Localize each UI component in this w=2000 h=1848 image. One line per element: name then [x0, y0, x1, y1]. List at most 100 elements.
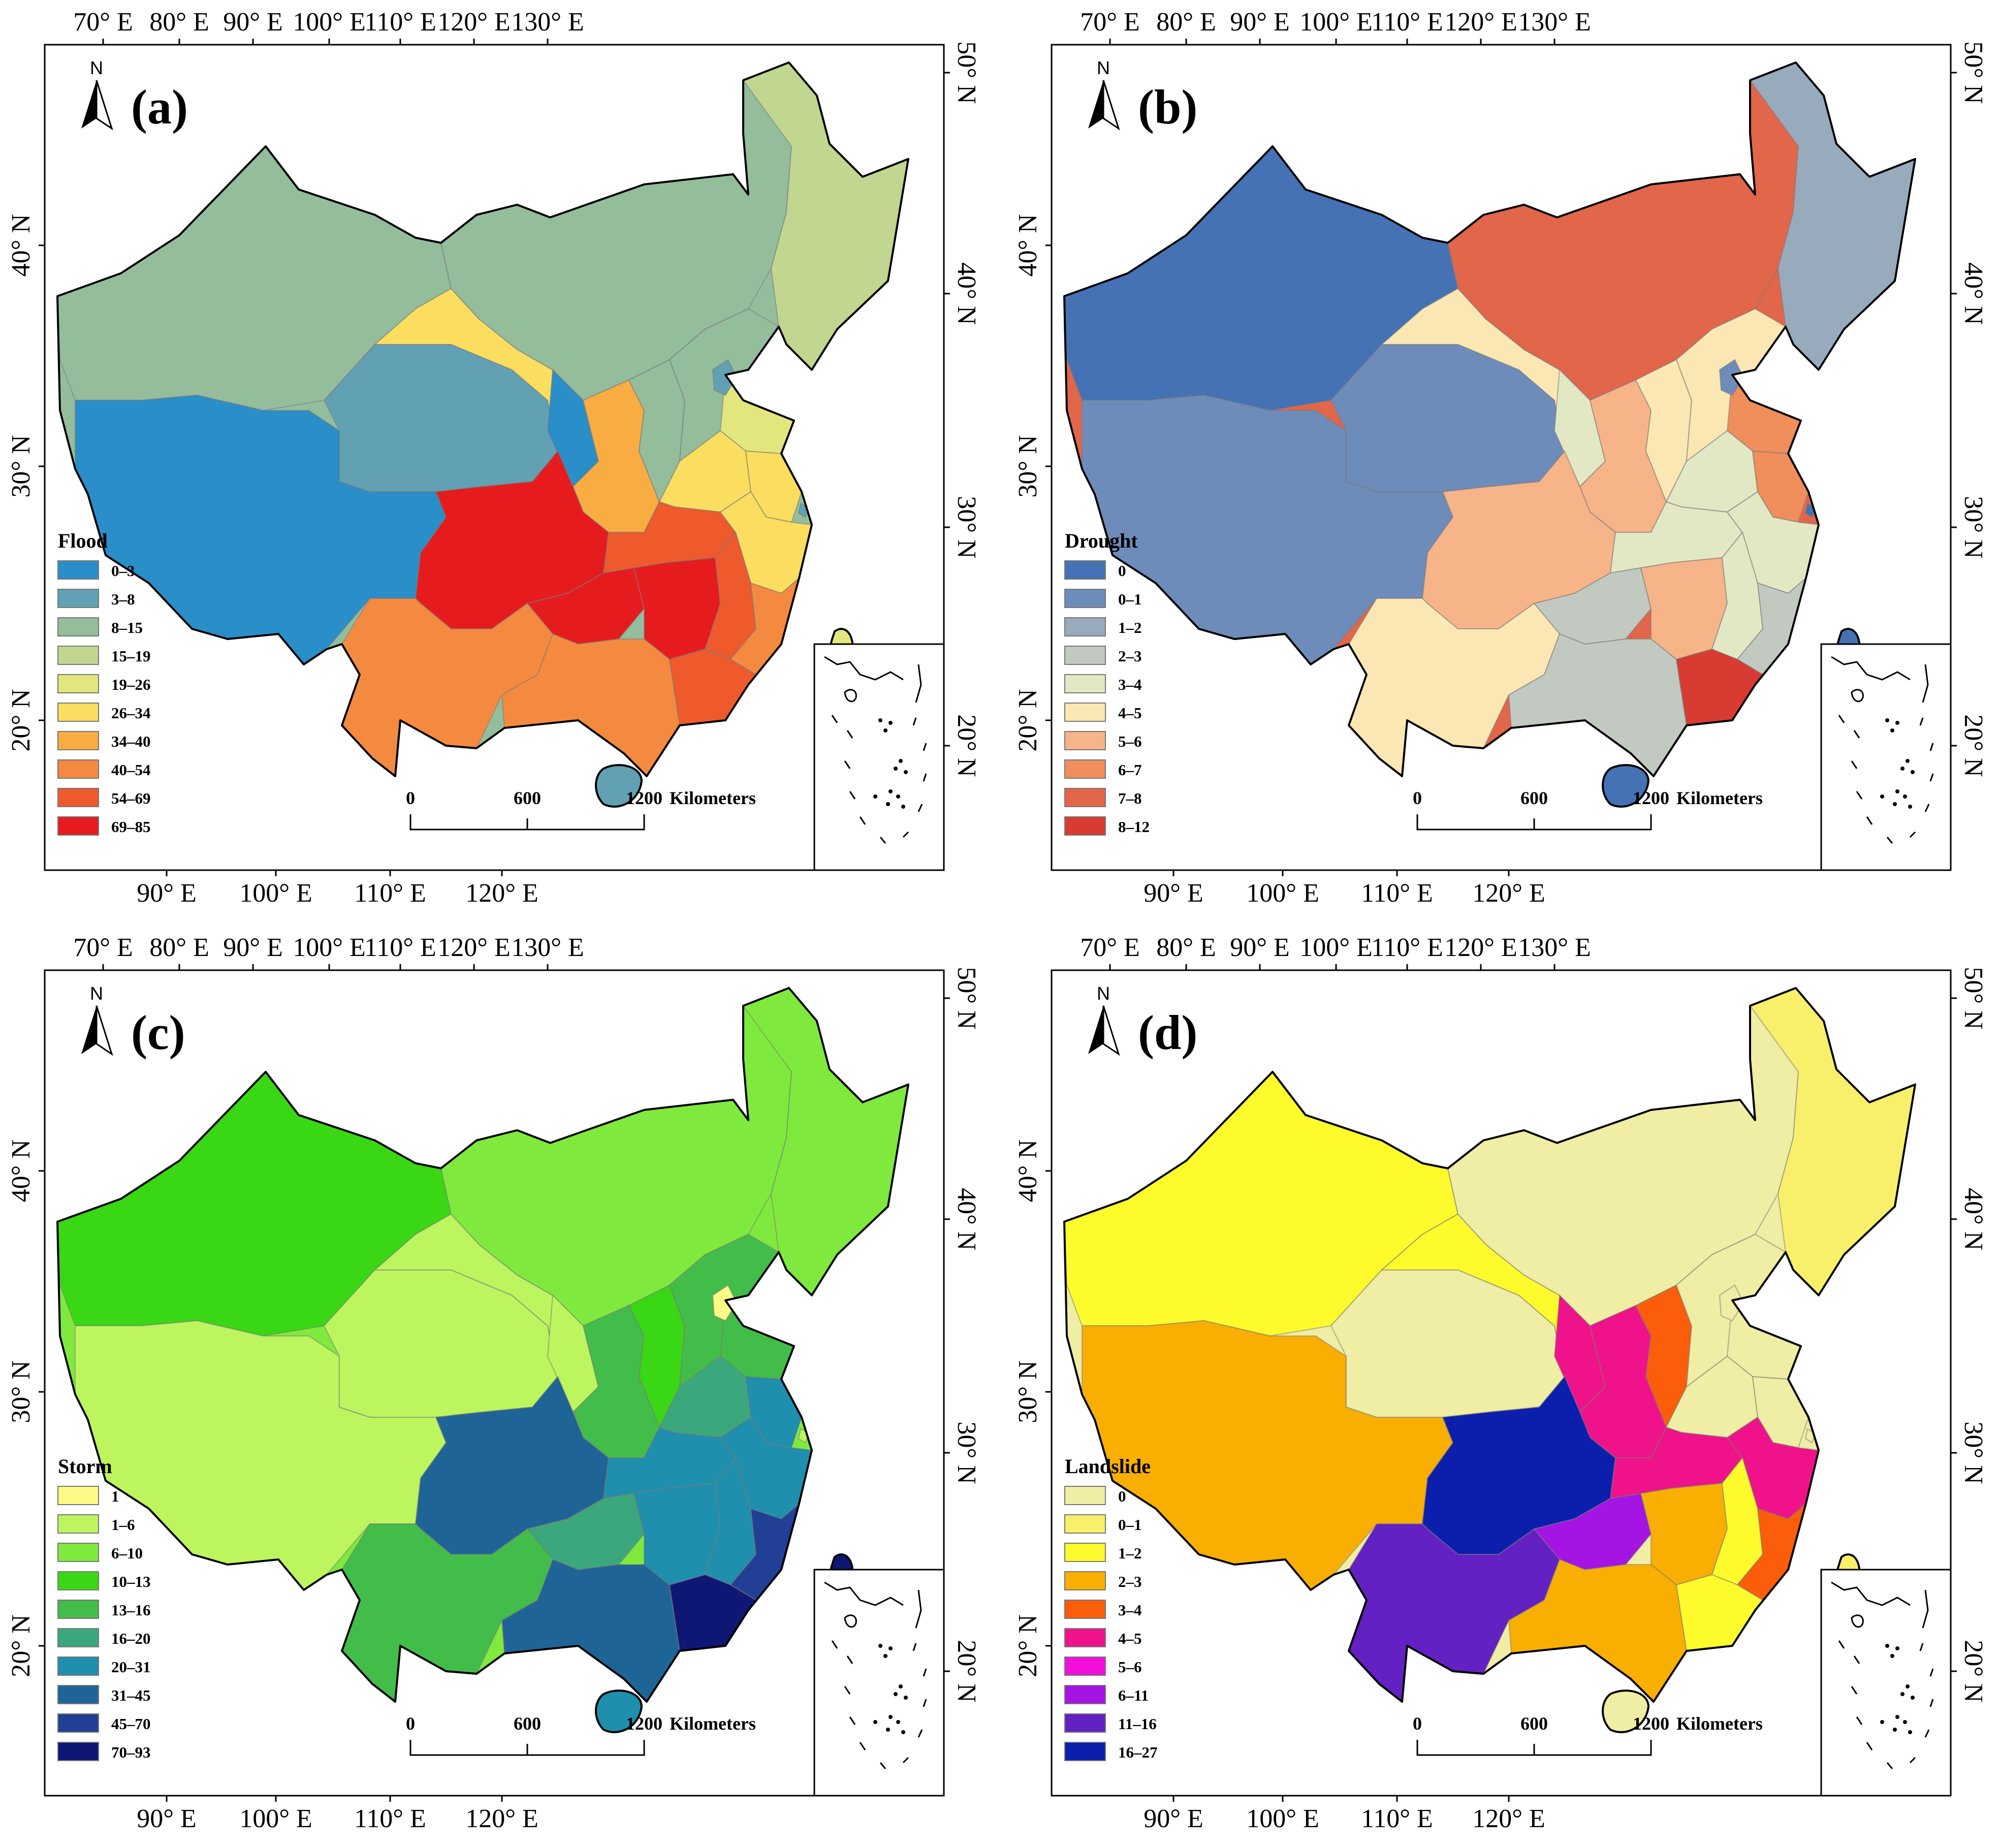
legend-label: 8–12: [1118, 818, 1150, 836]
legend-title: Flood: [58, 529, 108, 552]
legend-label: 0–3: [111, 562, 135, 580]
legend-swatch: [57, 646, 99, 665]
legend-swatch: [1064, 1628, 1106, 1647]
legend-swatch: [1064, 1742, 1106, 1761]
bottom-lon-label: 90° E: [1144, 879, 1203, 908]
bottom-lon-label: 120° E: [1472, 1804, 1545, 1833]
scale-label: 600: [514, 788, 541, 808]
south-china-sea-inset: [813, 1569, 945, 1797]
top-lon-label: 70° E: [1080, 8, 1140, 37]
region-guangxi: [1508, 1558, 1688, 1702]
legend-swatch: [57, 617, 99, 636]
bottom-lon-label: 110° E: [1361, 1804, 1433, 1833]
legend-label: 69–85: [111, 818, 151, 836]
legend-label: 4–5: [1118, 1630, 1142, 1647]
legend-swatch: [57, 1742, 99, 1761]
top-lon-label: 130° E: [1518, 933, 1591, 962]
top-lon-label: 120° E: [437, 8, 511, 37]
legend-swatch: [1064, 731, 1106, 750]
legend-swatch: [1064, 589, 1106, 608]
top-lon-label: 80° E: [1156, 8, 1216, 37]
top-lon-label: 70° E: [73, 8, 133, 37]
top-lon-label: 80° E: [1156, 933, 1216, 962]
right-lat-label: 50° N: [952, 41, 981, 104]
left-lat-label: 30° N: [1013, 435, 1042, 497]
legend-label: 10–13: [111, 1573, 151, 1590]
left-lat-label: 30° N: [7, 1360, 36, 1423]
left-lat-label: 20° N: [1013, 689, 1042, 751]
scale-label: 1200: [626, 1713, 662, 1734]
legend-swatch: [1064, 617, 1106, 636]
legend-swatch: [57, 1571, 99, 1590]
legend: Landslide 0 0–1 1–2 2–3 3–4 4–5 5–6 6–11 11–16 16–…: [1064, 1455, 1158, 1761]
region-layer: [57, 988, 908, 1702]
north-label: N: [1097, 983, 1110, 1004]
bottom-lon-label: 110° E: [1361, 879, 1433, 908]
legend-label: 54–69: [111, 789, 151, 807]
legend-swatch: [57, 1685, 99, 1704]
right-lat-label: 50° N: [1959, 967, 1988, 1029]
legend-swatch: [57, 1628, 99, 1647]
legend-swatch: [1064, 703, 1106, 722]
legend-label: 45–70: [111, 1715, 151, 1733]
bottom-lon-label: 90° E: [137, 1804, 197, 1833]
legend: Drought 0 0–1 1–2 2–3 3–4 4–5 5–6 6–7 7–8 8–12: [1064, 529, 1150, 836]
legend-swatch: [1064, 1600, 1106, 1619]
north-arrow-icon: N: [81, 983, 113, 1056]
right-lat-label: 30° N: [952, 1421, 981, 1484]
top-lon-label: 100° E: [293, 933, 366, 962]
bottom-lon-label: 110° E: [354, 879, 426, 908]
north-label: N: [90, 983, 103, 1004]
south-china-sea-inset: [813, 643, 945, 871]
region-layer: [1064, 62, 1915, 776]
top-lon-label: 100° E: [1299, 8, 1373, 37]
top-lon-label: 120° E: [1444, 8, 1517, 37]
top-lon-label: 80° E: [149, 8, 209, 37]
legend: Storm 1 1–6 6–10 10–13 13–16 16–20 20–31 31–45 45…: [57, 1455, 151, 1761]
right-lat-label: 20° N: [1959, 1640, 1988, 1702]
legend-swatch: [57, 674, 99, 693]
island-hainan: [595, 1690, 643, 1733]
legend-swatch: [1064, 1486, 1106, 1505]
legend-swatch: [57, 1600, 99, 1619]
top-lon-label: 110° E: [364, 8, 436, 37]
legend-label: 0: [1118, 562, 1126, 580]
panel-label: (c): [131, 1005, 185, 1060]
legend-label: 7–8: [1118, 789, 1142, 807]
scale-unit: Kilometers: [1676, 1713, 1763, 1734]
legend-swatch: [1064, 1713, 1106, 1733]
legend-swatch: [1064, 1543, 1106, 1562]
right-lat-label: 40° N: [952, 262, 981, 325]
left-lat-label: 20° N: [7, 689, 36, 751]
top-lon-label: 90° E: [1230, 8, 1290, 37]
top-lon-label: 120° E: [437, 933, 511, 962]
scale-unit: Kilometers: [670, 1713, 756, 1734]
scale-label: 1200: [1633, 1713, 1669, 1734]
legend-label: 15–19: [111, 647, 151, 665]
legend-swatch: [1064, 788, 1106, 807]
legend-swatch: [1064, 1685, 1106, 1704]
bottom-lon-label: 120° E: [465, 1804, 538, 1833]
legend-swatch: [1064, 674, 1106, 693]
right-lat-label: 50° N: [1959, 41, 1988, 104]
legend-swatch: [1064, 816, 1106, 836]
legend-label: 3–4: [1118, 676, 1142, 693]
panel-label: (a): [131, 80, 188, 134]
bottom-lon-label: 110° E: [354, 1804, 426, 1833]
right-lat-label: 20° N: [952, 714, 981, 777]
legend-label: 6–11: [1118, 1686, 1149, 1704]
region-beijing: [1719, 359, 1744, 396]
legend-label: 1–2: [1118, 1544, 1142, 1562]
bottom-lon-label: 100° E: [1246, 879, 1319, 908]
scale-label: 0: [406, 788, 415, 808]
top-lon-label: 100° E: [1299, 933, 1373, 962]
scale-bar: 0 600 1200 Kilometers: [406, 788, 756, 831]
legend-label: 19–26: [111, 676, 151, 693]
region-beijing: [712, 359, 738, 396]
top-lon-label: 70° E: [1080, 933, 1140, 962]
scale-bar: 0 600 1200 Kilometers: [1413, 788, 1763, 831]
right-lat-label: 40° N: [1959, 262, 1988, 325]
south-china-sea-inset: [1820, 643, 1952, 871]
scale-label: 0: [1413, 788, 1422, 808]
